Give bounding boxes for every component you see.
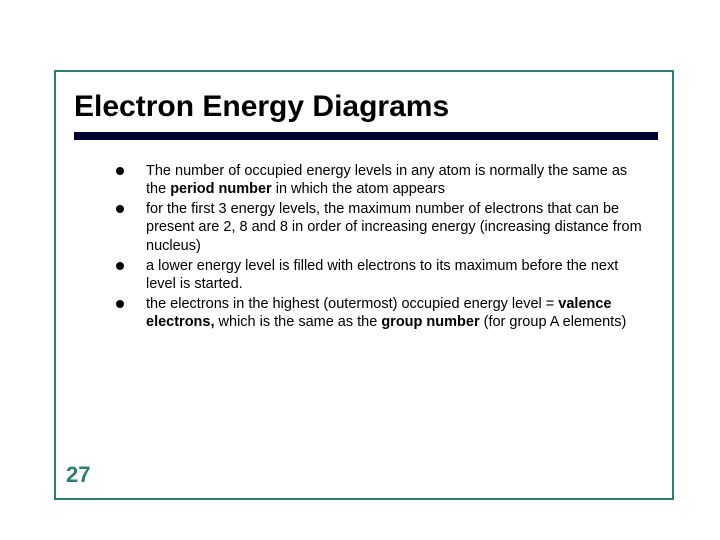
bullet-icon bbox=[116, 205, 124, 213]
bullet-text: for the first 3 energy levels, the maxim… bbox=[146, 200, 646, 254]
list-item: the electrons in the highest (outermost)… bbox=[116, 295, 646, 331]
bullet-icon bbox=[116, 300, 124, 308]
bullet-text: the electrons in the highest (outermost)… bbox=[146, 295, 646, 331]
bullet-icon bbox=[116, 167, 124, 175]
list-item: for the first 3 energy levels, the maxim… bbox=[116, 200, 646, 254]
bullet-icon bbox=[116, 262, 124, 270]
bullet-text: a lower energy level is filled with elec… bbox=[146, 257, 646, 293]
bullet-list: The number of occupied energy levels in … bbox=[116, 162, 646, 333]
slide-frame: Electron Energy Diagrams The number of o… bbox=[54, 70, 674, 500]
bullet-text: The number of occupied energy levels in … bbox=[146, 162, 646, 198]
title-underline bbox=[74, 132, 658, 140]
slide-title: Electron Energy Diagrams bbox=[74, 90, 449, 123]
list-item: a lower energy level is filled with elec… bbox=[116, 257, 646, 293]
page-number: 27 bbox=[66, 462, 90, 488]
list-item: The number of occupied energy levels in … bbox=[116, 162, 646, 198]
